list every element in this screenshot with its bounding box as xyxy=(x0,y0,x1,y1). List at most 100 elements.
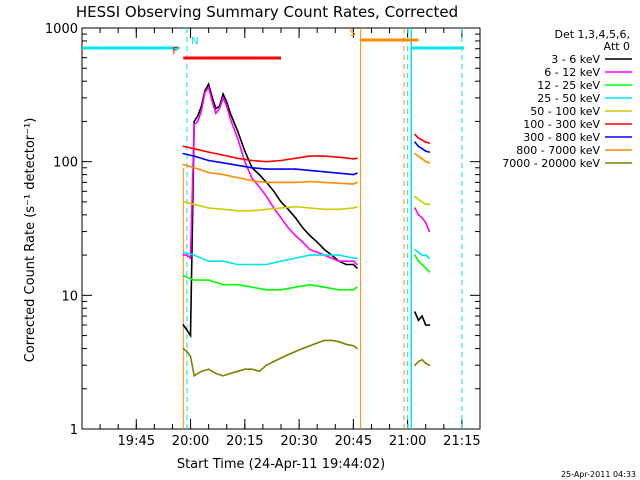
data-point xyxy=(207,368,210,371)
data-point xyxy=(193,254,195,256)
series-line-9 xyxy=(182,339,358,378)
data-point xyxy=(301,227,304,229)
data-point xyxy=(222,283,224,286)
data-point xyxy=(196,115,199,117)
data-point xyxy=(265,195,268,198)
timestamp: 25-Apr-2011 04:33 xyxy=(561,470,636,479)
data-point xyxy=(294,286,297,289)
data-point xyxy=(330,257,333,259)
data-point xyxy=(204,91,206,94)
data-point xyxy=(182,347,185,350)
legend-label-3: 12 - 25 keV xyxy=(537,79,600,92)
data-point xyxy=(222,162,224,164)
data-point xyxy=(417,360,420,363)
flag-label-n: N xyxy=(191,36,198,47)
data-point xyxy=(294,157,297,160)
data-point xyxy=(193,155,195,157)
data-point xyxy=(294,205,297,208)
data-point xyxy=(338,260,340,263)
data-point xyxy=(309,234,311,237)
series-line-3 xyxy=(183,275,358,291)
data-point xyxy=(182,254,185,256)
data-point xyxy=(417,155,420,157)
legend-label-2: 6 - 12 keV xyxy=(544,66,600,79)
legend-label-1: 3 - 6 keV xyxy=(551,53,600,66)
data-point xyxy=(352,173,355,176)
legend-label-4: 25 - 50 keV xyxy=(537,92,600,105)
data-point xyxy=(207,83,210,85)
data-point xyxy=(421,201,423,203)
data-point xyxy=(352,289,355,291)
data-point xyxy=(236,164,239,167)
data-point xyxy=(193,120,195,123)
data-point xyxy=(316,241,318,243)
data-point xyxy=(323,286,326,289)
data-point xyxy=(236,370,239,373)
data-point xyxy=(323,248,326,251)
data-point xyxy=(265,364,268,367)
data-point xyxy=(251,177,253,180)
data-point xyxy=(229,117,232,120)
data-point xyxy=(258,370,261,373)
data-point xyxy=(414,133,416,136)
data-point xyxy=(200,110,203,112)
data-point xyxy=(189,257,192,259)
data-point xyxy=(287,353,290,356)
data-point xyxy=(182,163,185,166)
data-point xyxy=(428,162,431,164)
data-point xyxy=(280,289,282,291)
data-point xyxy=(352,260,355,263)
legend-label-8: 800 - 7000 keV xyxy=(516,144,600,157)
data-point xyxy=(211,101,214,103)
data-point xyxy=(323,155,326,157)
data-point xyxy=(338,156,340,158)
data-point xyxy=(182,324,185,326)
data-point xyxy=(236,137,239,139)
data-point xyxy=(215,372,217,375)
data-point xyxy=(356,267,358,269)
x-tick-label: 21:00 xyxy=(389,434,426,449)
data-point xyxy=(338,340,340,343)
data-point xyxy=(207,86,210,89)
data-point xyxy=(428,142,431,144)
data-point xyxy=(424,203,427,206)
data-point xyxy=(182,152,185,155)
data-point xyxy=(244,160,246,163)
data-point xyxy=(356,263,358,266)
data-point xyxy=(323,208,326,211)
data-point xyxy=(193,166,195,169)
data-point xyxy=(280,201,282,203)
legend-title-line-1: Det 1,3,4,5,6, xyxy=(554,28,630,41)
series-line-2 xyxy=(414,207,431,232)
data-point xyxy=(345,263,347,266)
data-point xyxy=(301,347,304,350)
data-point xyxy=(414,311,416,313)
data-point xyxy=(421,158,423,160)
data-point xyxy=(421,139,423,141)
data-point xyxy=(338,208,340,211)
data-point xyxy=(428,151,431,153)
data-point xyxy=(280,357,282,359)
x-tick-label: 20:30 xyxy=(280,434,317,449)
data-point xyxy=(428,364,431,367)
data-point xyxy=(294,181,297,184)
data-point xyxy=(229,112,232,115)
data-point xyxy=(236,130,239,132)
data-point xyxy=(272,190,275,193)
data-point xyxy=(236,209,239,212)
data-point xyxy=(236,283,239,286)
data-point xyxy=(417,145,420,148)
legend-label-5: 50 - 100 keV xyxy=(530,105,600,118)
series-line-3 xyxy=(414,254,430,273)
x-axis-label: Start Time (24-Apr-11 19:44:02) xyxy=(177,457,385,472)
flag-label-f: F xyxy=(172,46,178,57)
data-point xyxy=(196,120,199,123)
data-point xyxy=(294,350,297,353)
data-point xyxy=(323,339,326,342)
data-point xyxy=(414,195,416,198)
data-point xyxy=(309,283,311,286)
data-point xyxy=(207,171,210,174)
data-point xyxy=(294,217,297,219)
data-point xyxy=(414,248,416,251)
series-line-5 xyxy=(183,201,358,212)
